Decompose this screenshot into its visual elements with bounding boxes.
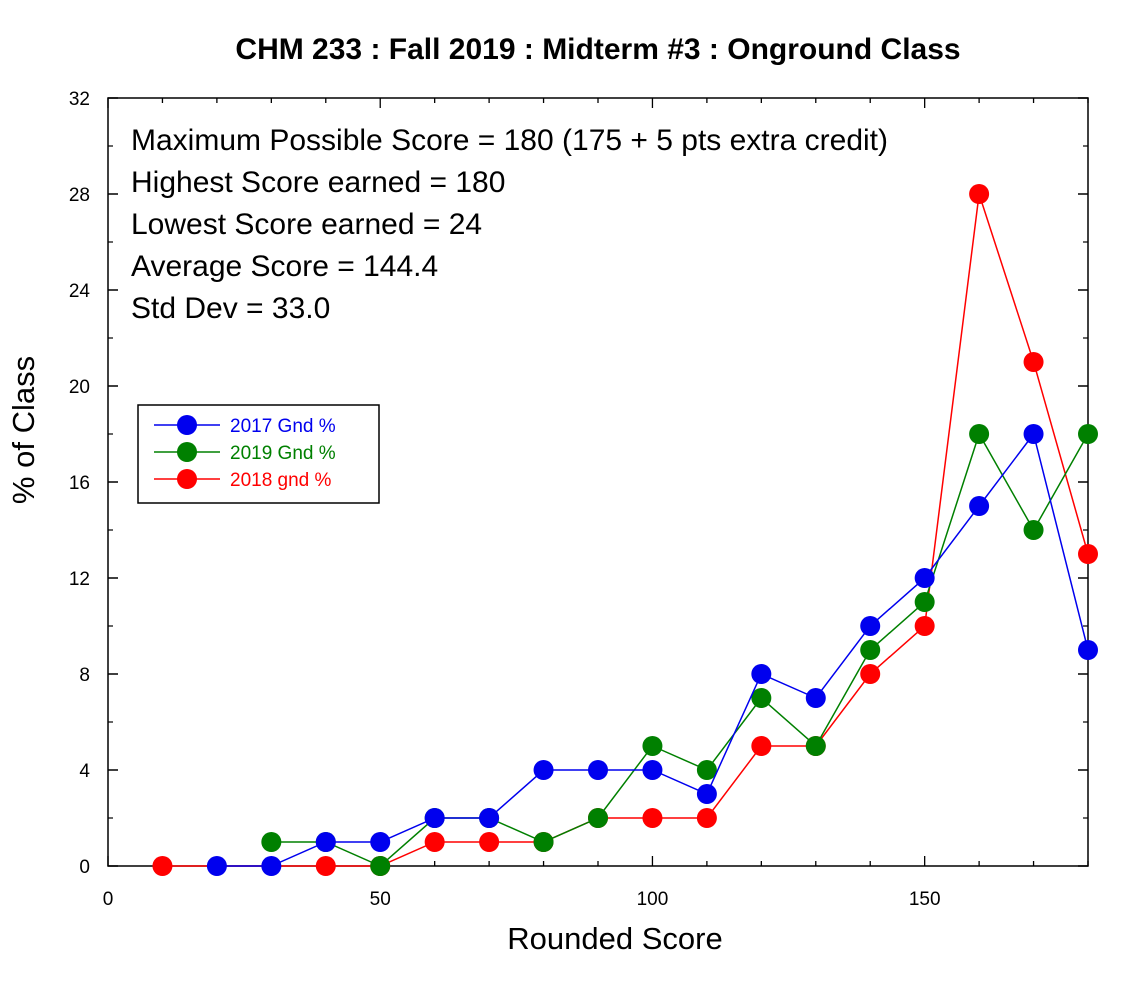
data-point	[969, 424, 990, 444]
data-point	[370, 832, 391, 852]
data-point	[696, 808, 717, 828]
data-point	[370, 856, 391, 876]
data-point	[533, 760, 554, 780]
legend-marker	[177, 415, 197, 435]
data-point	[1023, 352, 1044, 372]
data-point	[642, 760, 663, 780]
series-line	[162, 193, 1089, 867]
data-point	[751, 664, 772, 684]
y-tick-label: 12	[69, 569, 90, 590]
y-tick-label: 4	[79, 761, 90, 782]
x-tick-label: 100	[637, 889, 669, 910]
data-point	[206, 856, 227, 876]
y-tick-label: 8	[79, 665, 90, 686]
data-point	[642, 808, 663, 828]
x-tick-label: 0	[103, 889, 114, 910]
series-group	[152, 184, 1098, 876]
data-point	[969, 184, 990, 204]
data-point	[424, 808, 445, 828]
x-tick-label: 150	[909, 889, 941, 910]
data-point	[805, 688, 826, 708]
data-point	[479, 832, 500, 852]
data-point	[914, 616, 935, 636]
y-tick-label: 0	[79, 857, 90, 878]
data-point	[1023, 520, 1044, 540]
legend-marker	[177, 469, 197, 489]
x-axis-label: Rounded Score	[507, 921, 722, 956]
y-tick-label: 24	[69, 281, 91, 302]
data-point	[315, 832, 336, 852]
y-axis-label: % of Class	[6, 356, 41, 504]
data-point	[860, 640, 881, 660]
data-point	[860, 664, 881, 684]
data-point	[424, 832, 445, 852]
stats-annotation: Maximum Possible Score = 180 (175 + 5 pt…	[131, 124, 888, 325]
legend-label: 2019 Gnd %	[230, 443, 336, 464]
data-point	[696, 760, 717, 780]
data-point	[696, 784, 717, 804]
x-tick-label: 50	[370, 889, 391, 910]
data-point	[642, 736, 663, 756]
axis-tick-labels: 0 4 8 12 16 20 24 28 32 0 50 100 150	[69, 89, 941, 910]
data-point	[751, 736, 772, 756]
data-point	[1078, 640, 1098, 660]
legend-label: 2018 gnd %	[230, 470, 332, 491]
data-point	[914, 592, 935, 612]
data-point	[261, 832, 282, 852]
annotation-line: Std Dev = 33.0	[131, 292, 330, 325]
data-point	[1023, 424, 1044, 444]
annotation-line: Average Score = 144.4	[131, 250, 438, 283]
legend: 2017 Gnd % 2019 Gnd % 2018 gnd %	[137, 404, 380, 504]
legend-marker	[177, 442, 197, 462]
series-line	[271, 432, 1089, 867]
data-point	[315, 856, 336, 876]
data-point	[479, 808, 500, 828]
data-point	[588, 808, 608, 828]
data-point	[1078, 424, 1098, 444]
data-point	[588, 760, 608, 780]
y-tick-label: 28	[69, 185, 90, 206]
annotation-line: Lowest Score earned = 24	[131, 208, 482, 241]
data-point	[751, 688, 772, 708]
annotation-line: Highest Score earned = 180	[131, 166, 505, 199]
chart-title: CHM 233 : Fall 2019 : Midterm #3 : Ongro…	[235, 33, 960, 66]
data-point	[261, 856, 282, 876]
data-point	[860, 616, 881, 636]
annotation-line: Maximum Possible Score = 180 (175 + 5 pt…	[131, 124, 888, 157]
data-point	[969, 496, 990, 516]
y-tick-label: 16	[69, 473, 90, 494]
y-tick-label: 32	[69, 89, 90, 110]
data-point	[805, 736, 826, 756]
data-point	[1078, 544, 1098, 564]
data-point	[914, 568, 935, 588]
legend-label: 2017 Gnd %	[230, 416, 336, 437]
data-point	[533, 832, 554, 852]
data-point	[152, 856, 173, 876]
y-tick-label: 20	[69, 377, 90, 398]
